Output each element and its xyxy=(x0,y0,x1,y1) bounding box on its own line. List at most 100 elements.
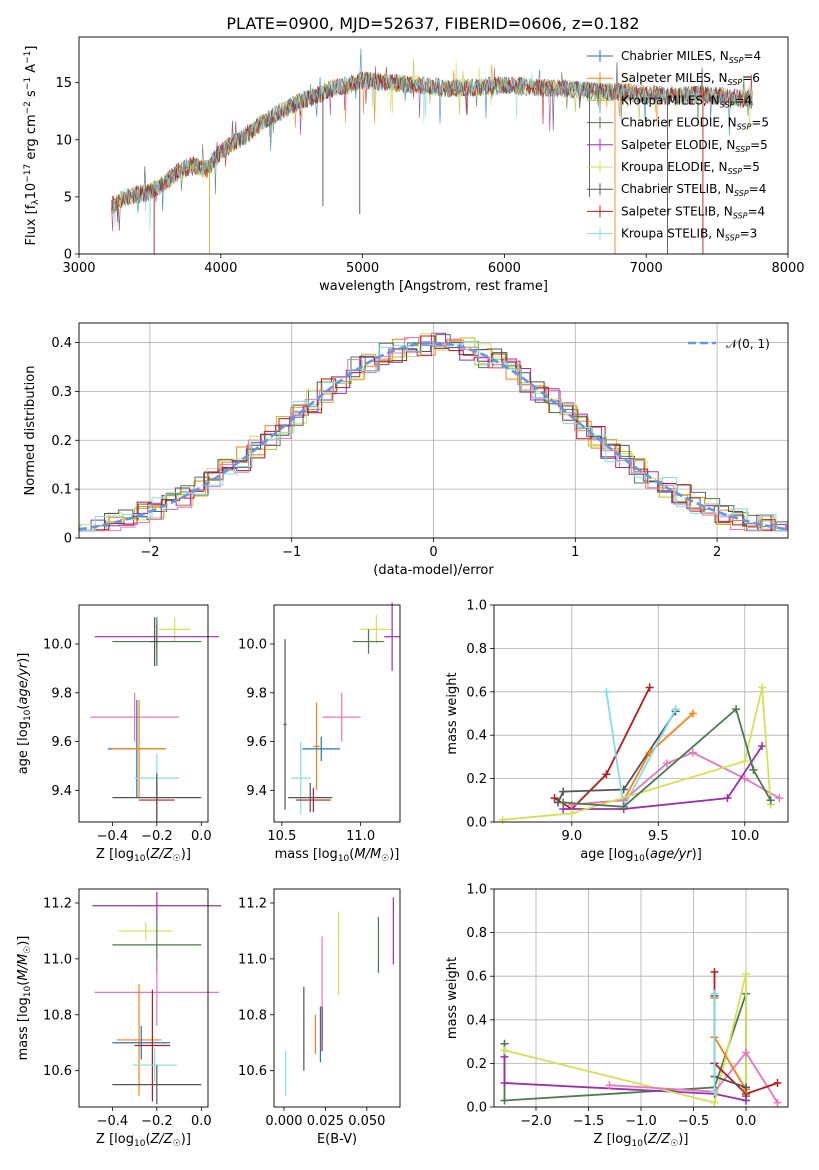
legend-label-6: Chabrier STELIB, NSSP=4 xyxy=(621,182,766,198)
weight-marker xyxy=(710,1098,719,1107)
weight-marker xyxy=(723,794,732,803)
x-tick-label: 5000 xyxy=(346,261,379,276)
error-point-5 xyxy=(112,1025,171,1060)
x-axis-label: wavelength [Angstrom, rest frame] xyxy=(319,279,548,294)
y-axis-label: age [log10(age/yr)] xyxy=(16,653,33,775)
y-tick-label: 11.0 xyxy=(238,952,267,967)
x-tick-label: 0 xyxy=(429,545,437,560)
error-point-3 xyxy=(283,639,287,810)
weight-marker xyxy=(766,796,775,805)
x-tick-label: −0.2 xyxy=(141,829,173,844)
x-tick-label: −2.0 xyxy=(520,1114,552,1129)
x-tick-label: 4000 xyxy=(204,261,237,276)
x-tick-label: −0.4 xyxy=(97,829,129,844)
figure-title: PLATE=0900, MJD=52637, FIBERID=0606, z=0… xyxy=(226,14,639,33)
spectrum-legend: Chabrier MILES, NSSP=4 Salpeter MILES, NS… xyxy=(587,49,769,243)
weight-marker xyxy=(550,794,559,803)
x-tick-label: 7000 xyxy=(630,261,663,276)
histogram-step-0 xyxy=(79,336,788,532)
x-tick-label: −0.4 xyxy=(97,1114,129,1129)
weight-marker xyxy=(758,683,767,692)
error-point-8 xyxy=(112,1065,202,1105)
error-point-6 xyxy=(134,989,171,1102)
weight-marker xyxy=(498,815,507,824)
y-tick-label: 10.8 xyxy=(238,1008,267,1023)
axes-frame-spectrum xyxy=(78,36,789,255)
x-tick-label: 3000 xyxy=(62,261,95,276)
weight-marker xyxy=(605,1081,614,1090)
weight-marker xyxy=(775,794,784,803)
legend-label-4: Salpeter ELODIE, NSSP=5 xyxy=(621,138,768,154)
x-tick-label: 10.5 xyxy=(267,829,296,844)
weight-marker xyxy=(740,757,749,766)
y-axis-label: Flux [fλ10−17 erg cm−2 s−1 A−1] xyxy=(23,46,41,246)
x-tick-label: −0.5 xyxy=(678,1114,710,1129)
axes-mass-vs-Z: −0.4 −0.2 0.0 10.6 10.8 11.0 11.2 Z [log10(Z/Z☉… xyxy=(16,888,222,1149)
axes-frame-residuals xyxy=(78,322,789,539)
x-tick-label: 0.000 xyxy=(265,1114,302,1129)
x-tick-label: 9.5 xyxy=(648,829,669,844)
x-axis-label: Z [log10(Z/Z☉)] xyxy=(96,847,191,864)
y-tick-label: 9.4 xyxy=(51,784,72,799)
y-tick-label: 10 xyxy=(55,133,72,148)
y-tick-label: 10.0 xyxy=(238,638,267,653)
weight-marker xyxy=(559,798,568,807)
legend-label-2: Kroupa MILES, NSSP=4 xyxy=(621,93,752,109)
weight-marker xyxy=(500,1096,509,1105)
axes-frame-mass-vs-ebv xyxy=(273,888,401,1108)
y-axis-label: Normed distribution xyxy=(23,366,38,496)
y-tick-label: 0.6 xyxy=(466,970,487,985)
y-axis-label: mass [log10(M/M☉)] xyxy=(16,936,33,1061)
x-axis-label: mass [log10(M/M☉)] xyxy=(275,847,400,864)
normal-curve xyxy=(79,341,788,531)
x-axis-label: Z [log10(Z/Z☉)] xyxy=(594,1132,689,1149)
y-axis-label: mass weight xyxy=(445,672,460,754)
weight-marker xyxy=(567,809,576,818)
histogram-group xyxy=(79,332,788,532)
error-point-8 xyxy=(296,787,331,813)
y-tick-label: 9.6 xyxy=(246,735,267,750)
weight-marker xyxy=(688,709,697,718)
x-tick-label: 8000 xyxy=(771,261,804,276)
error-point-0 xyxy=(159,617,191,642)
error-point-9 xyxy=(288,782,333,813)
y-tick-label: 11.2 xyxy=(238,896,267,911)
error-point-6 xyxy=(112,700,166,798)
error-point-2 xyxy=(352,629,385,654)
error-point-3 xyxy=(94,958,220,1026)
x-axis-label: (data-model)/error xyxy=(373,563,494,578)
y-tick-label: 0.8 xyxy=(466,926,487,941)
weight-marker xyxy=(567,800,576,809)
axes-frame-weight-vs-Z xyxy=(493,888,789,1108)
x-tick-label: 0.0 xyxy=(191,1114,212,1129)
y-tick-label: 0.2 xyxy=(51,434,72,449)
y-tick-label: 11.0 xyxy=(43,952,72,967)
weight-marker xyxy=(671,705,680,714)
x-axis-label: E(B-V) xyxy=(317,1132,357,1147)
x-tick-label: 6000 xyxy=(488,261,521,276)
axes-spectrum: 3000 4000 5000 6000 7000 8000 0 5 10 15 wavelength… xyxy=(23,36,805,294)
error-point-6 xyxy=(302,736,341,762)
legend-label-5: Kroupa ELODIE, NSSP=5 xyxy=(621,160,760,176)
weight-marker xyxy=(749,765,758,774)
x-tick-label: −1.0 xyxy=(625,1114,657,1129)
y-tick-label: 15 xyxy=(55,76,72,91)
spectrum-line-7 xyxy=(111,66,753,223)
spectrum-series-group xyxy=(111,48,753,254)
x-tick-label: −1.5 xyxy=(573,1114,605,1129)
error-point-0 xyxy=(92,891,222,920)
x-tick-label: 1 xyxy=(571,545,579,560)
y-tick-label: 0.4 xyxy=(466,1013,487,1028)
histogram-step-2 xyxy=(79,334,788,532)
weight-marker xyxy=(710,967,719,976)
weight-marker xyxy=(773,1098,782,1107)
histogram-step-7 xyxy=(79,337,788,532)
error-point-4 xyxy=(116,984,162,1096)
weight-line-5 xyxy=(563,745,763,810)
weight-marker xyxy=(742,1048,750,1057)
axes-age-vs-Z: −0.4 −0.2 0.0 9.4 9.6 9.8 10.0 Z [log10(Z/Z☉)] a… xyxy=(16,604,220,864)
axes-residuals: −2 −1 0 1 2 0 0.1 0.2 0.3 0.4 (data-model)/error No… xyxy=(23,322,789,578)
spectrum-line-8 xyxy=(111,72,753,231)
weight-marker xyxy=(742,970,750,979)
x-tick-label: 0.050 xyxy=(348,1114,385,1129)
